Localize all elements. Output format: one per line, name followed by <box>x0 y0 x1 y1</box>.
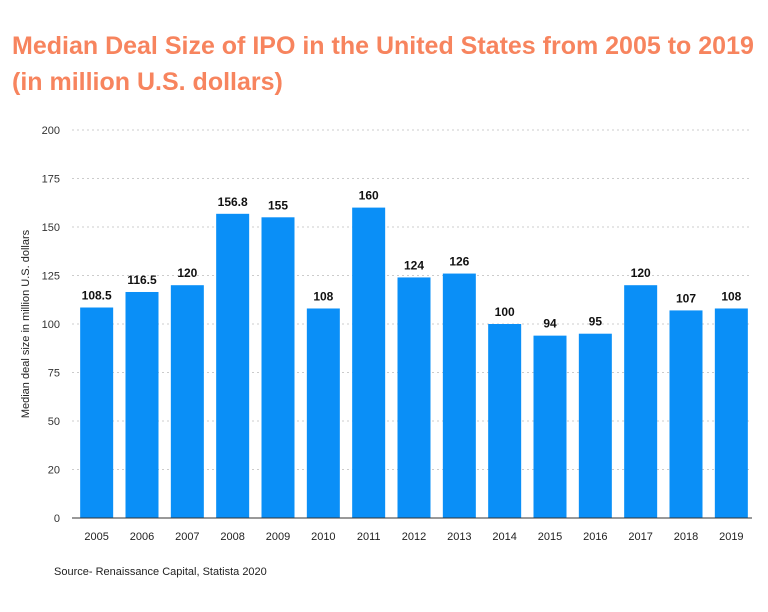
data-label: 100 <box>495 305 515 319</box>
bar-2019 <box>714 308 748 518</box>
x-tick-label: 2009 <box>266 531 290 543</box>
bar-2014 <box>488 324 522 518</box>
bar-2005 <box>80 307 114 518</box>
x-tick-label: 2012 <box>402 531 426 543</box>
y-tick-label: 20 <box>48 465 60 477</box>
data-label: 108 <box>313 289 333 303</box>
data-label: 124 <box>404 258 424 272</box>
y-tick-label: 150 <box>42 222 60 234</box>
data-label: 108.5 <box>82 289 112 303</box>
x-tick-label: 2007 <box>175 531 199 543</box>
x-tick-label: 2016 <box>583 531 607 543</box>
bar-2018 <box>669 310 703 518</box>
x-tick-label: 2010 <box>311 531 335 543</box>
x-tick-label: 2019 <box>719 531 743 543</box>
y-tick-label: 100 <box>42 319 60 331</box>
x-tick-label: 2005 <box>84 531 108 543</box>
x-tick-label: 2008 <box>220 531 244 543</box>
chart-title: Median Deal Size of IPO in the United St… <box>12 32 754 96</box>
y-tick-label: 50 <box>48 416 60 428</box>
bar-2012 <box>397 277 431 518</box>
x-tick-label: 2017 <box>628 531 652 543</box>
x-tick-label: 2006 <box>130 531 154 543</box>
data-label: 126 <box>449 255 469 269</box>
bar-2017 <box>624 285 658 518</box>
bar-2009 <box>261 217 295 519</box>
x-tick-label: 2013 <box>447 531 471 543</box>
data-label: 108 <box>721 289 741 303</box>
data-label: 160 <box>359 189 379 203</box>
source-note: Source- Renaissance Capital, Statista 20… <box>54 566 267 578</box>
x-tick-label: 2018 <box>674 531 698 543</box>
data-label: 95 <box>589 315 603 329</box>
bar-2013 <box>442 273 476 518</box>
bar-2006 <box>125 291 159 518</box>
bar-2015 <box>533 335 567 518</box>
y-tick-label: 125 <box>42 271 60 283</box>
y-tick-label: 75 <box>48 368 60 380</box>
data-label: 155 <box>268 198 288 212</box>
bar-2010 <box>306 308 340 518</box>
data-label: 120 <box>177 266 197 280</box>
y-axis-label: Median deal size in million U.S. dollars <box>20 229 32 418</box>
data-label: 116.5 <box>127 273 157 287</box>
x-tick-label: 2015 <box>538 531 562 543</box>
data-label: 156.8 <box>218 195 248 209</box>
data-label: 120 <box>631 266 651 280</box>
bar-2016 <box>578 333 612 518</box>
x-tick-label: 2011 <box>357 531 381 543</box>
data-label: 94 <box>543 317 557 331</box>
y-tick-label: 175 <box>42 174 60 186</box>
bar-2008 <box>216 213 250 519</box>
bar-2011 <box>352 207 386 518</box>
y-tick-label: 0 <box>54 513 60 525</box>
x-tick-label: 2014 <box>492 531 516 543</box>
y-tick-label: 200 <box>42 125 60 137</box>
bar-2007 <box>170 285 204 518</box>
data-label: 107 <box>676 291 696 305</box>
